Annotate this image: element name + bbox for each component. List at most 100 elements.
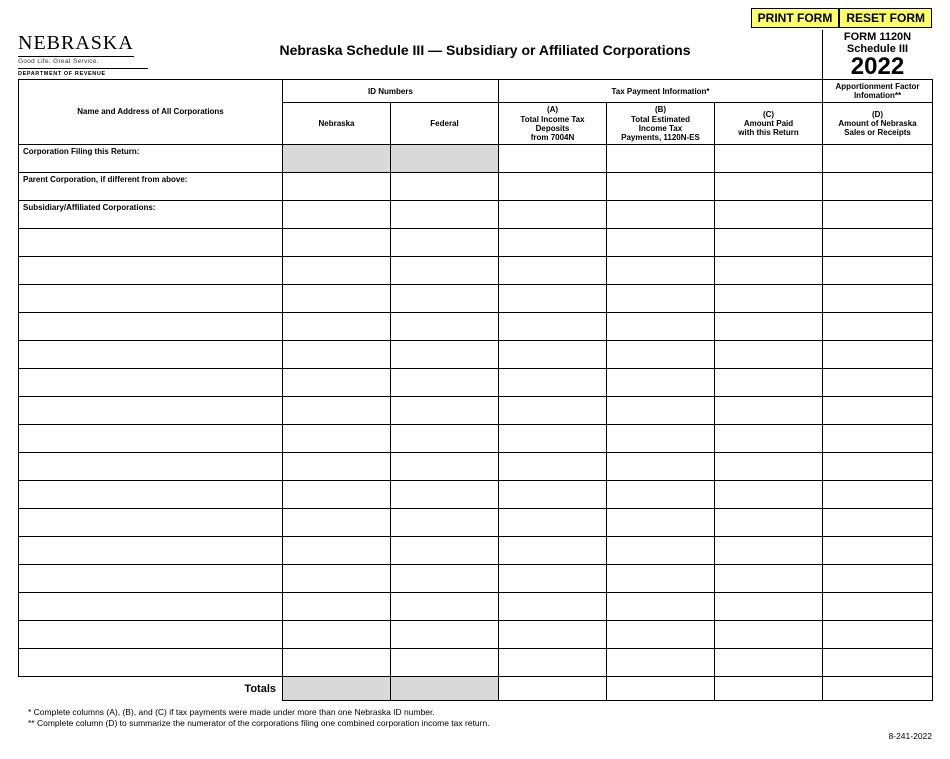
cell-input[interactable] [19,537,283,565]
cell-input[interactable] [499,173,607,201]
cell-input[interactable] [499,285,607,313]
cell-input[interactable] [607,313,715,341]
cell-input[interactable] [499,537,607,565]
cell-input[interactable] [823,313,933,341]
cell-input[interactable] [715,173,823,201]
cell-input[interactable] [499,593,607,621]
cell-input[interactable] [823,229,933,257]
cell-input[interactable] [823,173,933,201]
cell-input[interactable] [715,593,823,621]
cell-input[interactable] [607,453,715,481]
cell-input[interactable] [823,649,933,677]
cell-input[interactable] [499,565,607,593]
cell-input[interactable] [715,229,823,257]
cell-input[interactable] [391,425,499,453]
cell-input[interactable] [607,257,715,285]
cell-input[interactable] [283,229,391,257]
cell-input[interactable] [823,425,933,453]
cell-input[interactable] [391,201,499,229]
cell-input[interactable] [607,369,715,397]
cell-input[interactable] [19,621,283,649]
cell-input[interactable] [823,453,933,481]
cell-input[interactable] [19,565,283,593]
cell-input[interactable] [607,201,715,229]
cell-input[interactable] [823,565,933,593]
cell-input[interactable] [823,397,933,425]
cell-input[interactable] [715,621,823,649]
cell-input[interactable] [715,537,823,565]
cell-input[interactable] [283,481,391,509]
reset-form-button[interactable]: RESET FORM [839,8,932,28]
cell-input[interactable] [283,621,391,649]
cell-input[interactable] [607,425,715,453]
cell-input[interactable] [283,565,391,593]
cell-input[interactable] [283,173,391,201]
cell-input[interactable] [391,173,499,201]
cell-input[interactable] [715,509,823,537]
cell-input[interactable] [823,257,933,285]
cell-input[interactable] [391,453,499,481]
cell-input[interactable] [715,453,823,481]
cell-input[interactable] [823,341,933,369]
cell-input[interactable] [19,593,283,621]
cell-input[interactable] [607,145,715,173]
cell-input[interactable] [19,397,283,425]
cell-input[interactable] [823,509,933,537]
cell-input[interactable] [19,453,283,481]
cell-input[interactable] [19,509,283,537]
cell-input[interactable] [499,509,607,537]
cell-input[interactable] [607,341,715,369]
cell-input[interactable] [391,341,499,369]
cell-input[interactable] [607,565,715,593]
cell-input[interactable] [283,341,391,369]
cell-input[interactable] [391,593,499,621]
cell-input[interactable] [283,453,391,481]
cell-input[interactable] [283,537,391,565]
cell-input[interactable] [715,257,823,285]
cell-input[interactable] [499,369,607,397]
cell-input[interactable] [19,257,283,285]
cell-input[interactable] [283,201,391,229]
cell-input[interactable] [499,621,607,649]
cell-input[interactable] [391,565,499,593]
cell-input[interactable] [715,313,823,341]
cell-input[interactable] [391,285,499,313]
cell-input[interactable] [283,257,391,285]
cell-input[interactable] [391,621,499,649]
print-form-button[interactable]: PRINT FORM [751,8,840,28]
cell-input[interactable] [499,201,607,229]
cell-input[interactable] [715,565,823,593]
cell-input[interactable] [391,509,499,537]
cell-input[interactable] [19,313,283,341]
cell-input[interactable] [283,369,391,397]
cell-input[interactable] [19,369,283,397]
cell-input[interactable] [19,649,283,677]
cell-input[interactable] [391,537,499,565]
cell-input[interactable] [715,145,823,173]
cell-input[interactable] [283,397,391,425]
cell-input[interactable] [607,173,715,201]
cell-input[interactable] [499,453,607,481]
cell-input[interactable] [499,257,607,285]
cell-input[interactable] [607,621,715,649]
cell-input[interactable] [499,397,607,425]
cell-input[interactable] [499,313,607,341]
cell-input[interactable] [823,537,933,565]
cell-input[interactable] [499,145,607,173]
cell-input[interactable] [283,145,391,173]
cell-input[interactable] [391,313,499,341]
cell-input[interactable] [823,481,933,509]
cell-input[interactable] [499,341,607,369]
cell-input[interactable] [283,425,391,453]
cell-input[interactable] [283,509,391,537]
cell-input[interactable] [823,145,933,173]
cell-input[interactable] [19,481,283,509]
cell-input[interactable] [823,593,933,621]
cell-input[interactable] [499,481,607,509]
cell-input[interactable] [715,285,823,313]
cell-input[interactable] [283,285,391,313]
cell-input[interactable] [607,593,715,621]
cell-input[interactable] [823,369,933,397]
cell-input[interactable] [499,229,607,257]
cell-input[interactable] [19,425,283,453]
